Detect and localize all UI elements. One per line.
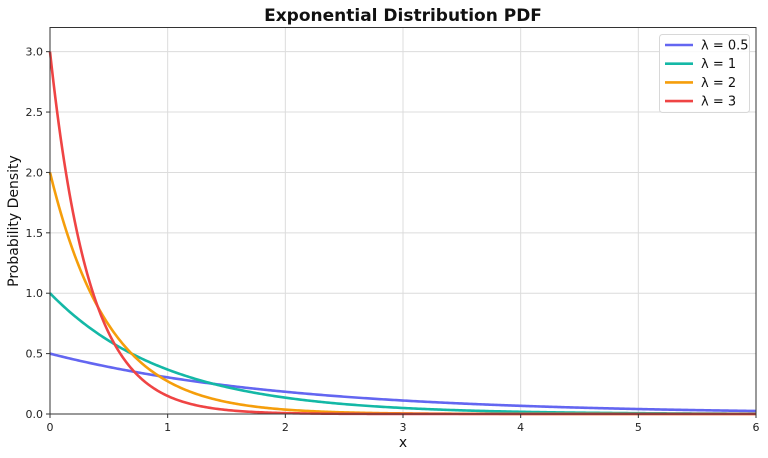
y-axis-label: Probability Density bbox=[6, 155, 22, 287]
grid-lines bbox=[49, 27, 757, 415]
chart-title: Exponential Distribution PDF bbox=[264, 6, 542, 26]
legend: λ = 0.5 λ = 1 λ = 2 λ = 3 bbox=[659, 34, 750, 113]
x-tick-label: 2 bbox=[282, 421, 289, 434]
x-axis-label: x bbox=[399, 435, 407, 451]
x-tick-label: 0 bbox=[47, 421, 54, 434]
y-tick-label: 1.0 bbox=[26, 287, 44, 300]
y-tick-label: 2.0 bbox=[26, 166, 44, 179]
x-tick-label: 4 bbox=[517, 421, 524, 434]
x-tick-label: 1 bbox=[164, 421, 171, 434]
legend-box bbox=[659, 34, 750, 113]
y-tick-label: 1.5 bbox=[26, 227, 44, 240]
legend-label: λ = 2 bbox=[701, 76, 736, 91]
legend-label: λ = 0.5 bbox=[701, 39, 749, 54]
y-tick-label: 3.0 bbox=[26, 46, 44, 59]
x-tick-label: 5 bbox=[635, 421, 642, 434]
legend-label: λ = 1 bbox=[701, 57, 736, 72]
y-tick-label: 0.5 bbox=[26, 348, 44, 361]
y-tick-label: 2.5 bbox=[26, 106, 44, 119]
y-axis-ticks: 0.0 0.5 1.0 1.5 2.0 2.5 3.0 bbox=[26, 46, 50, 421]
series-line-0 bbox=[49, 352, 757, 413]
x-tick-label: 3 bbox=[400, 421, 407, 434]
y-tick-label: 0.0 bbox=[26, 408, 44, 421]
x-axis-ticks: 0 1 2 3 4 5 6 bbox=[47, 414, 760, 434]
x-tick-label: 6 bbox=[753, 421, 760, 434]
legend-label: λ = 3 bbox=[701, 95, 736, 110]
